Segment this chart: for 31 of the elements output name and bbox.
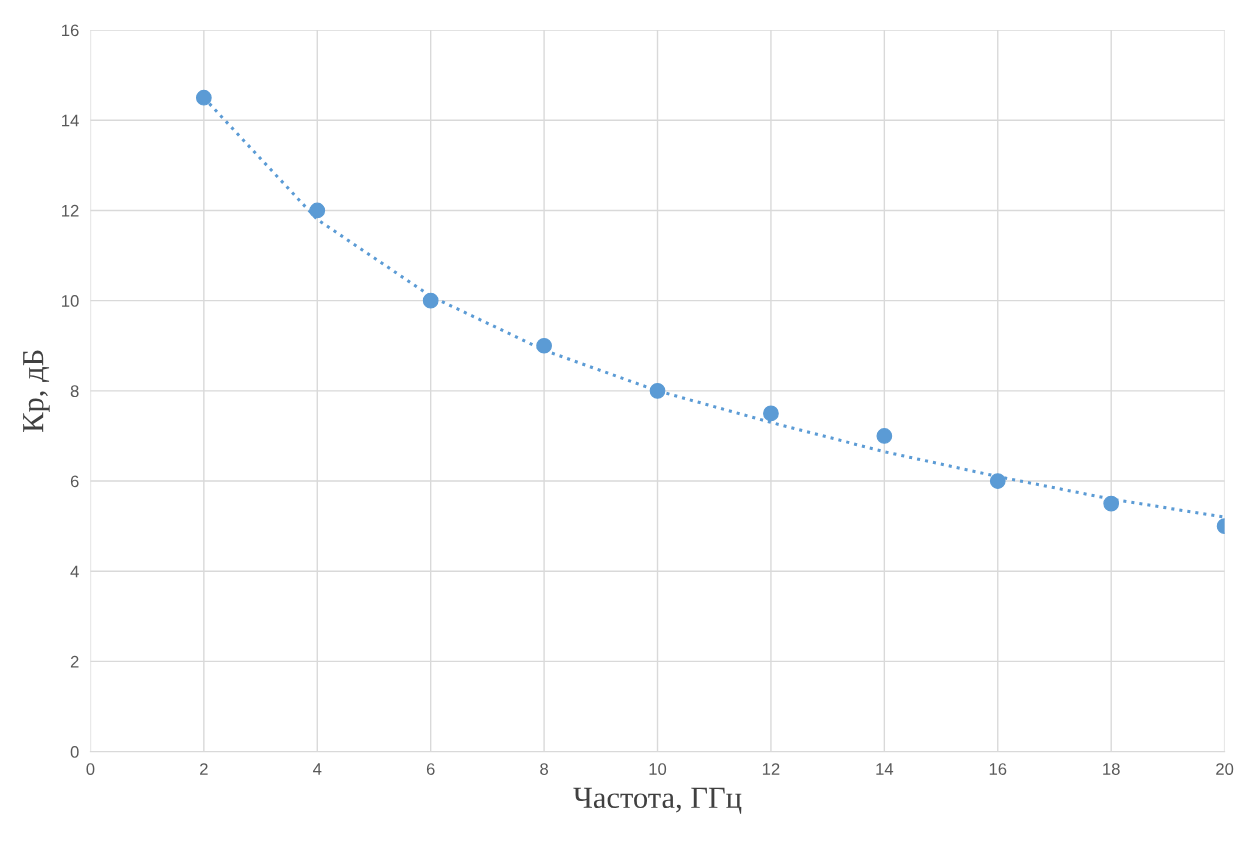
y-tick-label: 12 xyxy=(62,204,79,217)
x-tick-label: 2 xyxy=(200,763,208,775)
y-tick-label: 14 xyxy=(62,114,79,127)
y-tick-label: 16 xyxy=(62,24,79,37)
point xyxy=(989,473,1006,489)
x-axis-title: Частота, ГГц xyxy=(573,787,742,814)
x-tick-label: 16 xyxy=(989,763,1007,775)
y-tick-label: 6 xyxy=(70,475,79,488)
x-tick-label: 8 xyxy=(540,763,549,775)
y-tick-label: 4 xyxy=(70,565,79,578)
x-tick-label: 10 xyxy=(649,763,667,775)
x-tick-label: 12 xyxy=(762,763,780,775)
y-tick-label: 0 xyxy=(70,746,79,758)
point xyxy=(195,89,212,106)
x-tick-label: 4 xyxy=(313,763,322,775)
x-tick-label: 6 xyxy=(426,763,435,775)
point xyxy=(876,428,893,444)
x-tick-label: 18 xyxy=(1103,763,1120,775)
x-tick-label: 0 xyxy=(86,763,95,775)
point xyxy=(649,382,666,399)
y-tick-label: 8 xyxy=(70,385,79,398)
y-tick-label: 10 xyxy=(62,295,79,307)
y-tick-label: 2 xyxy=(70,655,79,668)
point xyxy=(1103,495,1120,512)
point xyxy=(536,337,552,354)
x-tick-label: 20 xyxy=(1216,763,1234,775)
point xyxy=(309,202,326,219)
y-axis-title: Кр, дБ xyxy=(23,350,50,432)
point xyxy=(763,405,779,422)
point xyxy=(422,292,439,309)
x-tick-label: 14 xyxy=(876,763,894,775)
